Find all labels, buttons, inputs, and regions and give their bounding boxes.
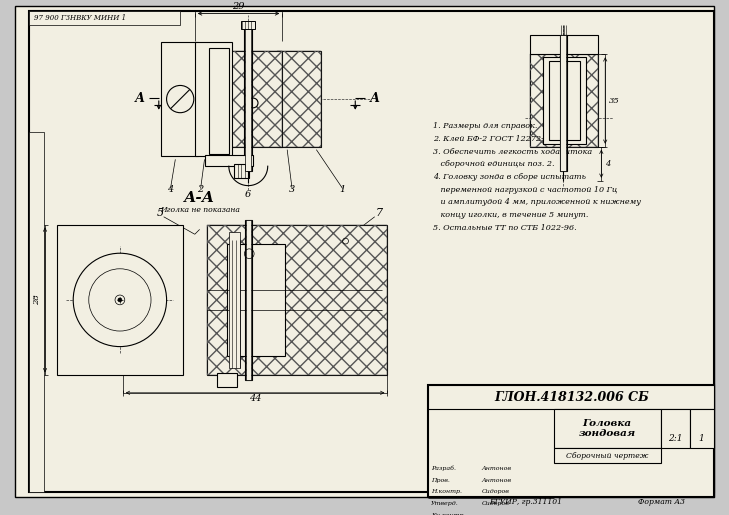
Bar — [660, 409, 690, 448]
Text: А: А — [134, 92, 144, 105]
Text: ГЛОН.418132.006 СБ: ГЛОН.418132.006 СБ — [494, 391, 649, 404]
Bar — [559, 35, 567, 171]
Bar — [428, 385, 714, 409]
Circle shape — [249, 98, 258, 108]
Text: Головка
зондовая: Головка зондовая — [579, 419, 636, 438]
Text: 2:1: 2:1 — [668, 434, 682, 443]
Circle shape — [118, 298, 122, 302]
Bar — [208, 225, 387, 375]
Bar — [246, 25, 252, 171]
Bar — [227, 244, 285, 356]
Text: 2. Клей БФ-2 ГОСТ 12272-74.: 2. Клей БФ-2 ГОСТ 12272-74. — [433, 135, 557, 143]
Text: 1: 1 — [698, 434, 704, 443]
Bar — [553, 448, 660, 463]
Text: Формат А3: Формат А3 — [638, 497, 685, 506]
Text: Сидоров: Сидоров — [482, 501, 510, 506]
Text: 5: 5 — [157, 208, 164, 218]
Circle shape — [167, 85, 194, 113]
Text: Сидоров: Сидоров — [482, 489, 510, 494]
Bar — [530, 54, 599, 147]
Text: Н.контр.: Н.контр. — [431, 489, 462, 494]
Bar — [29, 11, 180, 25]
Bar — [690, 409, 714, 448]
Text: Пров.: Пров. — [431, 478, 450, 483]
Text: Кн.контр.: Кн.контр. — [431, 513, 466, 515]
Text: 35: 35 — [609, 97, 620, 105]
Text: 2: 2 — [198, 185, 203, 195]
Bar — [428, 385, 714, 497]
Bar — [278, 52, 321, 147]
Bar — [57, 225, 183, 375]
Text: 5. Остальные ТТ по СТБ 1022-96.: 5. Остальные ТТ по СТБ 1022-96. — [433, 224, 577, 232]
Bar — [29, 132, 44, 492]
Text: 97 900 ГЗНВКУ МИНИ 1: 97 900 ГЗНВКУ МИНИ 1 — [34, 14, 126, 22]
Bar — [530, 35, 599, 54]
Bar — [229, 52, 282, 147]
Text: Антонов: Антонов — [482, 466, 512, 471]
Text: А: А — [370, 92, 380, 105]
Bar — [195, 42, 232, 157]
Bar — [244, 25, 252, 171]
Text: 1: 1 — [340, 185, 346, 195]
Text: сборочной единицы поз. 2.: сборочной единицы поз. 2. — [433, 160, 555, 168]
Bar — [229, 52, 282, 147]
Text: и амплитудой 4 мм, приложенной к нижнему: и амплитудой 4 мм, приложенной к нижнему — [433, 198, 641, 207]
Bar — [246, 220, 252, 380]
Bar — [208, 225, 387, 375]
Text: 4: 4 — [605, 160, 611, 168]
Text: БГУИР, гр.311101: БГУИР, гр.311101 — [489, 497, 562, 506]
Text: Иголка не показана: Иголка не показана — [160, 206, 240, 214]
Text: 7: 7 — [376, 208, 383, 218]
Text: А-А: А-А — [184, 191, 215, 205]
Bar — [553, 409, 660, 448]
Text: 29: 29 — [233, 2, 245, 11]
Text: 1. Размеры для справок.: 1. Размеры для справок. — [433, 123, 537, 130]
Text: 3: 3 — [289, 185, 295, 195]
Bar — [246, 220, 252, 380]
Bar — [217, 373, 237, 387]
Text: 6: 6 — [245, 191, 252, 199]
Text: Разраб.: Разраб. — [431, 466, 456, 471]
Bar — [234, 164, 249, 178]
Text: концу иголки, в течение 5 минут.: концу иголки, в течение 5 минут. — [433, 211, 588, 219]
Text: 3. Обеспечить легкость хода штока: 3. Обеспечить легкость хода штока — [433, 148, 592, 156]
Bar — [160, 42, 198, 157]
Text: Антонов: Антонов — [482, 478, 512, 483]
Text: 4. Головку зонда в сборе испытать: 4. Головку зонда в сборе испытать — [433, 173, 586, 181]
Bar — [543, 57, 586, 144]
Bar — [205, 154, 253, 166]
Text: 4: 4 — [168, 185, 174, 195]
Bar — [561, 35, 566, 171]
Bar — [241, 21, 255, 29]
Text: Утверд.: Утверд. — [431, 501, 459, 506]
Text: переменной нагрузкой с частотой 10 Гц: переменной нагрузкой с частотой 10 Гц — [433, 185, 617, 194]
Circle shape — [73, 253, 167, 347]
Bar — [229, 232, 241, 368]
Bar — [549, 61, 580, 140]
Bar — [530, 54, 599, 147]
Text: 28: 28 — [33, 295, 41, 305]
Bar — [278, 52, 321, 147]
Text: 44: 44 — [249, 393, 261, 403]
Text: Сборочный чертеж: Сборочный чертеж — [566, 452, 648, 459]
Bar — [209, 48, 229, 153]
